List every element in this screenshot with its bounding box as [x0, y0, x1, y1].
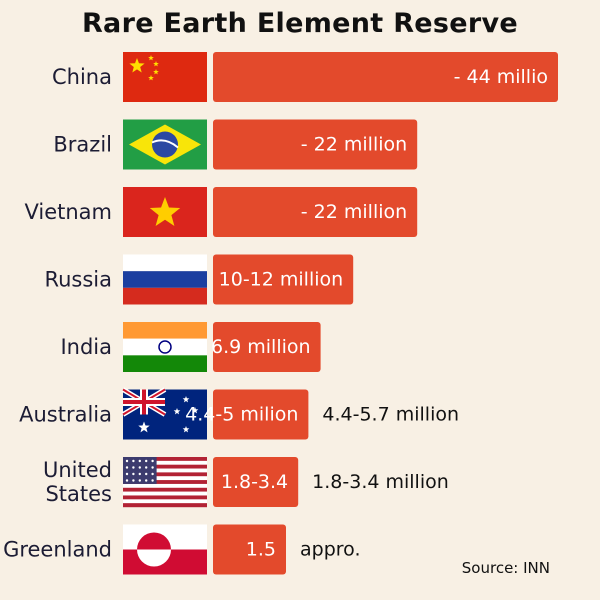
bar [213, 254, 354, 305]
united-states-flag-icon [123, 457, 207, 508]
russia-flag-icon [123, 254, 207, 305]
chart-title: Rare Earth Element Reserve [81, 8, 519, 39]
bar [213, 187, 418, 237]
category-label: China [52, 65, 112, 89]
australia-flag-icon [121, 387, 207, 440]
greenland-flag-icon [123, 524, 207, 575]
bar [213, 389, 309, 440]
category-label: Russia [44, 268, 112, 292]
flag-star-icon [182, 426, 190, 433]
flag-star-icon [129, 58, 145, 73]
bar-value-label: 4.4-5 milion [185, 404, 298, 426]
india-flag-icon [123, 322, 207, 372]
flag-star-icon [148, 55, 154, 61]
category-label: India [60, 335, 112, 359]
flag-star-icon [182, 396, 190, 403]
flag-star-icon [138, 421, 150, 433]
flag-star-icon [191, 407, 199, 414]
bar-value-label: - 22 million [301, 134, 407, 156]
flag-star-icon [173, 408, 181, 415]
bar-value-label: 6.9 million [211, 336, 311, 358]
bar-value-label: - 22 million [301, 201, 407, 223]
bar [213, 52, 558, 102]
flag-star-icon [148, 75, 154, 81]
bar-extra-label: appro. [300, 539, 361, 561]
category-label: Greenland [3, 538, 112, 562]
china-flag-icon [123, 52, 207, 102]
bar [213, 119, 418, 170]
source-note: Source: INN [461, 559, 550, 577]
flag-star-icon [149, 197, 181, 226]
category-label: Vietnam [24, 200, 112, 224]
bar-extra-label: 1.8-3.4 million [312, 471, 449, 493]
bar [213, 322, 321, 372]
bar-value-label: 1.8-3.4 [221, 471, 288, 493]
flag-star-icon [153, 69, 159, 75]
bar [213, 524, 286, 575]
bar-value-label: - 44 millio [454, 66, 548, 88]
bar-value-label: 10-12 million [219, 269, 344, 291]
bar-extra-label: 4.4-5.7 million [322, 404, 459, 426]
vietnam-flag-icon [123, 187, 207, 237]
category-label: United States [43, 458, 112, 506]
bar [213, 457, 299, 507]
brazil-flag-icon [123, 119, 207, 170]
category-label: Australia [19, 403, 112, 427]
flag-star-icon [153, 61, 159, 67]
category-label: Brazil [53, 133, 112, 157]
bar-value-label: 1.5 [246, 539, 276, 561]
